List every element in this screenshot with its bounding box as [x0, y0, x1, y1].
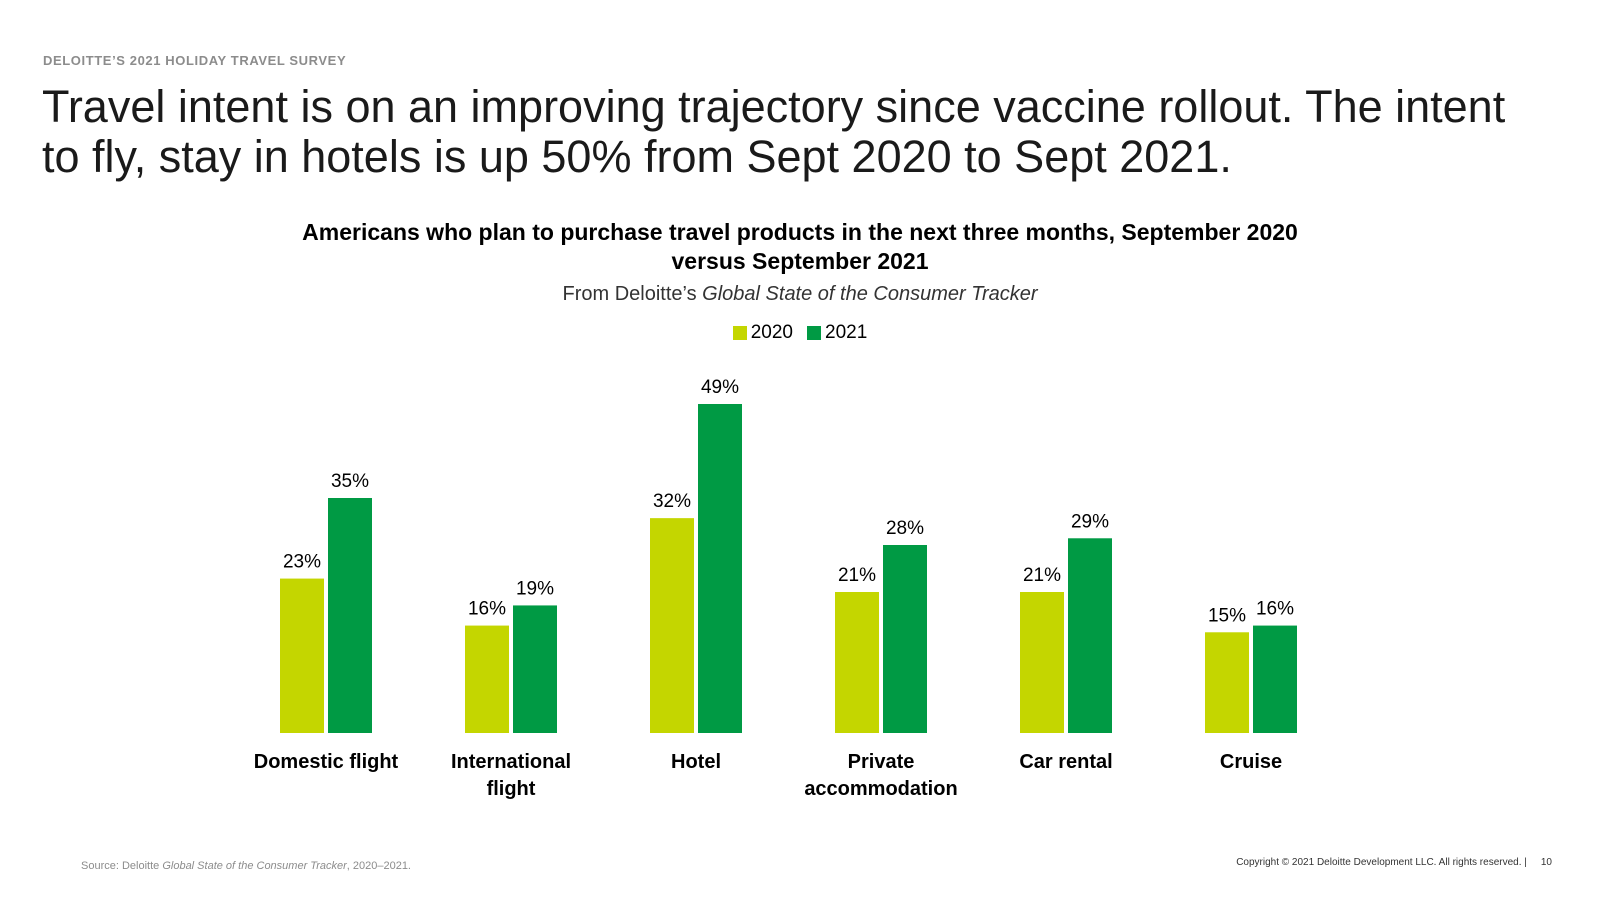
data-label-private-accommodation-2021: 28%	[886, 518, 924, 539]
bar-private-accommodation-2021	[883, 545, 927, 733]
legend-swatch-2021	[807, 326, 821, 340]
x-tick-label-international-flight-line-1: International	[451, 751, 571, 773]
data-label-hotel-2020: 32%	[653, 491, 691, 512]
chart-legend: 2020 2021	[0, 322, 1600, 344]
data-label-domestic-flight-2021: 35%	[331, 471, 369, 492]
bar-hotel-2020	[650, 518, 694, 733]
source-prefix: Source: Deloitte	[81, 860, 160, 872]
bar-international-flight-2021	[513, 605, 557, 733]
legend-item-2021: 2021	[807, 322, 867, 344]
copyright-footer: Copyright © 2021 Deloitte Development LL…	[1236, 857, 1552, 868]
x-tick-label-cruise: Cruise	[1220, 751, 1282, 773]
copyright-text: Copyright © 2021 Deloitte Development LL…	[1236, 857, 1527, 868]
data-label-private-accommodation-2020: 21%	[838, 565, 876, 586]
x-tick-label-domestic-flight: Domestic flight	[254, 751, 399, 773]
legend-label-2020: 2020	[750, 322, 793, 343]
bar-car-rental-2020	[1020, 592, 1064, 733]
data-label-car-rental-2021: 29%	[1071, 511, 1109, 532]
data-label-cruise-2020: 15%	[1208, 605, 1246, 626]
bar-private-accommodation-2020	[835, 592, 879, 733]
data-label-cruise-2021: 16%	[1256, 599, 1294, 620]
data-label-international-flight-2020: 16%	[468, 599, 506, 620]
eyebrow-label: DELOITTE’S 2021 HOLIDAY TRAVEL SURVEY	[43, 53, 347, 68]
x-tick-label-private-accommodation-line-1: Private	[848, 751, 915, 773]
x-tick-label-international-flight-line-2: flight	[487, 778, 536, 800]
bar-domestic-flight-2020	[280, 578, 324, 733]
x-tick-label-private-accommodation-line-2: accommodation	[804, 778, 957, 800]
chart-subtitle-tracker-name: Global State of the Consumer Tracker	[702, 283, 1038, 305]
legend-label-2021: 2021	[825, 322, 868, 343]
x-tick-label-hotel: Hotel	[671, 751, 721, 773]
bar-hotel-2021	[698, 404, 742, 733]
bar-cruise-2020	[1205, 632, 1249, 733]
legend-item-2020: 2020	[732, 322, 793, 344]
chart-subtitle-prefix: From Deloitte’s	[562, 283, 697, 305]
data-label-hotel-2021: 49%	[701, 377, 739, 398]
page-number: 10	[1540, 857, 1552, 868]
legend-swatch-2020	[732, 326, 747, 340]
x-tick-label-car-rental: Car rental	[1019, 751, 1112, 773]
bar-international-flight-2020	[465, 625, 509, 733]
source-note: Source: Deloitte Global State of the Con…	[81, 860, 411, 872]
data-label-domestic-flight-2020: 23%	[283, 552, 321, 573]
data-label-car-rental-2020: 21%	[1023, 565, 1061, 586]
bar-domestic-flight-2021	[328, 498, 372, 733]
source-suffix: , 2020–2021.	[346, 860, 411, 872]
data-label-international-flight-2021: 19%	[516, 578, 554, 599]
chart-subtitle: From Deloitte’s Global State of the Cons…	[300, 283, 1300, 306]
source-tracker-name: Global State of the Consumer Tracker	[162, 860, 347, 872]
bar-car-rental-2021	[1068, 538, 1112, 733]
page-headline: Travel intent is on an improving traject…	[42, 81, 1506, 182]
chart-title: Americans who plan to purchase travel pr…	[302, 219, 1298, 274]
bar-cruise-2021	[1253, 625, 1297, 733]
